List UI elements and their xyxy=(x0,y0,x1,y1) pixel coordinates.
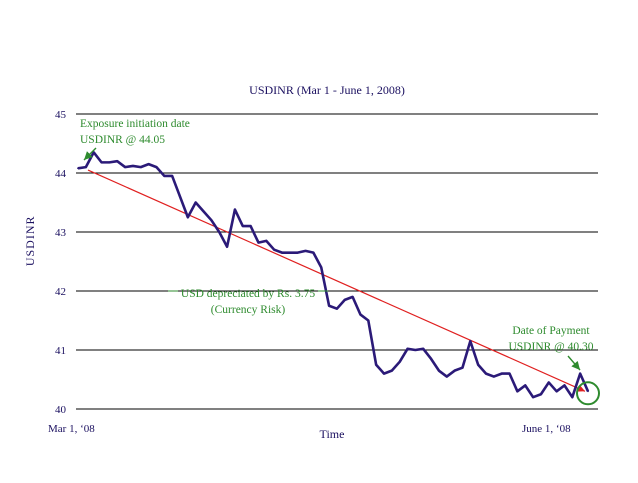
data-point xyxy=(492,375,495,378)
data-point xyxy=(383,372,385,375)
data-point xyxy=(516,390,519,393)
data-point xyxy=(288,251,291,254)
annotation-mid-line1: USD depreciated by Rs. 3.75 xyxy=(181,288,315,300)
data-point xyxy=(540,393,542,396)
data-point xyxy=(281,251,283,254)
data-point xyxy=(461,366,464,369)
data-point xyxy=(500,372,503,375)
x-axis-label: Time xyxy=(320,427,345,441)
data-point xyxy=(100,161,103,164)
data-point xyxy=(147,163,150,166)
data-point xyxy=(359,313,362,316)
data-point xyxy=(390,369,393,372)
data-point xyxy=(351,296,354,298)
y-tick-label: 40 xyxy=(55,404,67,416)
data-point xyxy=(422,347,425,350)
y-tick-label: 42 xyxy=(55,286,66,298)
data-point xyxy=(312,251,315,254)
data-point xyxy=(563,384,566,387)
data-point xyxy=(430,357,432,360)
data-point xyxy=(571,396,574,399)
y-tick-label: 45 xyxy=(55,109,67,121)
data-point xyxy=(296,251,299,254)
annotation-start-pointer xyxy=(83,147,97,161)
data-point xyxy=(124,166,126,169)
data-point xyxy=(139,166,142,169)
data-point xyxy=(438,369,440,372)
annotation-end-line1: Date of Payment xyxy=(512,325,590,337)
data-point xyxy=(92,151,95,154)
data-point xyxy=(210,219,213,222)
annotation-mid-line2: (Currency Risk) xyxy=(211,304,286,316)
data-point xyxy=(336,307,338,310)
data-point xyxy=(328,304,330,307)
trend-layer xyxy=(87,169,586,392)
annotation-end-line2: USDINR @ 40.30 xyxy=(508,341,593,353)
data-point xyxy=(343,298,346,301)
y-tick-label: 44 xyxy=(55,168,67,180)
data-point xyxy=(375,363,378,366)
data-point xyxy=(163,175,166,177)
data-point xyxy=(132,165,134,167)
data-point xyxy=(367,319,370,322)
data-point xyxy=(84,166,87,169)
data-point xyxy=(218,231,221,233)
y-tick-label: 43 xyxy=(55,227,67,239)
data-point xyxy=(179,195,181,198)
data-point xyxy=(547,381,550,384)
data-point xyxy=(241,225,244,228)
gridlines xyxy=(76,113,598,410)
data-point xyxy=(485,372,487,375)
y-axis-label: USDINR xyxy=(23,216,37,267)
data-point xyxy=(524,384,527,387)
data-point xyxy=(155,166,158,169)
x-start-label: Mar 1, ‘08 xyxy=(48,423,95,435)
chart-title: USDINR (Mar 1 - June 1, 2008) xyxy=(249,83,405,97)
data-point xyxy=(414,349,417,351)
data-point xyxy=(77,167,79,170)
data-point xyxy=(257,241,260,244)
data-point xyxy=(555,390,558,393)
data-point xyxy=(320,266,323,269)
data-point xyxy=(579,372,582,375)
data-point xyxy=(398,360,401,363)
data-point xyxy=(202,210,205,213)
data-point xyxy=(186,216,189,219)
data-point xyxy=(171,175,174,177)
series-line-0 xyxy=(77,151,590,399)
data-point xyxy=(108,161,111,164)
payment-highlight-circle xyxy=(576,381,600,406)
annotations-layer: Exposure initiation date USDINR @ 44.05 … xyxy=(80,118,600,406)
data-point xyxy=(116,160,119,163)
data-point xyxy=(234,208,236,211)
series-layer xyxy=(77,151,590,399)
annotation-start-line1: Exposure initiation date xyxy=(80,118,190,130)
data-point xyxy=(226,245,228,248)
data-point xyxy=(249,225,252,228)
annotation-start-line2: USDINR @ 44.05 xyxy=(80,134,165,146)
annotation-end-pointer xyxy=(567,355,581,371)
data-point xyxy=(445,375,448,378)
data-point xyxy=(453,369,456,372)
data-point xyxy=(304,249,307,252)
data-point xyxy=(508,372,511,375)
data-point xyxy=(477,363,480,366)
data-point xyxy=(194,201,197,204)
data-point xyxy=(469,340,472,343)
trend-line xyxy=(87,169,586,392)
y-tick-label: 41 xyxy=(55,345,66,357)
data-point xyxy=(265,239,268,242)
data-point xyxy=(406,347,409,350)
data-point xyxy=(273,248,276,251)
data-point xyxy=(587,390,589,393)
y-tick-labels: 40 41 42 43 44 45 xyxy=(55,109,67,416)
data-point xyxy=(532,396,534,399)
x-end-label: June 1, ‘08 xyxy=(522,423,571,435)
